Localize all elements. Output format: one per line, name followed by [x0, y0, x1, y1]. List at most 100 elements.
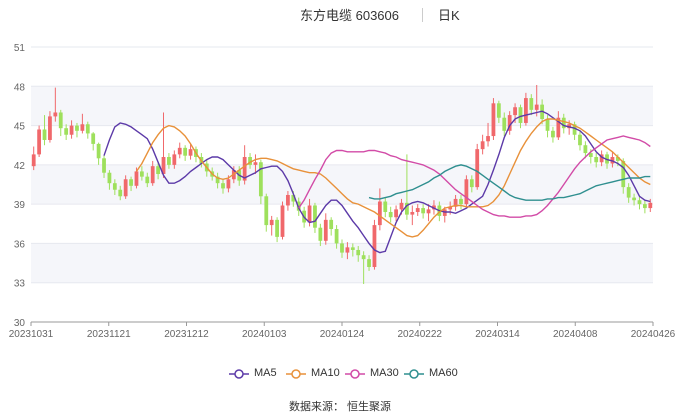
candle-body [323, 219, 328, 241]
legend-ma10-marker-icon [286, 369, 306, 379]
candle-body [253, 162, 258, 165]
candle-body [534, 104, 539, 110]
candle-body [275, 219, 279, 237]
candle-body [426, 209, 431, 214]
candle-body [340, 243, 344, 253]
series-line-ma5 [103, 110, 651, 254]
candle-body [329, 219, 334, 230]
legend-ma60-label: MA60 [429, 367, 458, 379]
candle-body [372, 225, 377, 267]
x-tick-label: 20240314 [475, 329, 520, 340]
candle-body [318, 227, 323, 241]
candle-body [258, 162, 263, 197]
candle-body [150, 166, 155, 184]
y-tick-label: 33 [14, 279, 26, 290]
candle-body [307, 205, 312, 223]
candle-body [37, 129, 42, 155]
candle-body [383, 201, 388, 212]
candle-body [507, 115, 512, 131]
stock-name: 东方电缆 603606 [300, 8, 399, 23]
candle-body [85, 124, 90, 134]
y-tick-label: 48 [14, 82, 26, 93]
candle-body [80, 124, 85, 131]
candle-body [356, 249, 361, 256]
candle-body [291, 194, 296, 202]
candle-body [637, 200, 642, 205]
candle-body [556, 117, 561, 138]
series-line-ma10 [135, 118, 651, 238]
candle-body [145, 176, 150, 184]
candle-body [156, 166, 160, 175]
candle-body [134, 171, 139, 186]
candle-body [226, 179, 231, 189]
candle-body [410, 212, 415, 215]
candle-body [529, 98, 534, 110]
candlestick-chart: 30 33 36 39 42 45 48 51 20231031 20231121 20231212… [9, 43, 676, 340]
y-tick-label: 45 [14, 122, 26, 133]
candle-body [642, 204, 647, 209]
x-tick-label: 20240426 [631, 329, 676, 340]
candle-body [415, 208, 420, 212]
candle-body [58, 112, 63, 129]
candle-body [269, 219, 274, 226]
candle-body [248, 157, 252, 165]
candle-body [561, 117, 566, 129]
candle-body [632, 197, 636, 201]
y-tick-label: 51 [14, 43, 26, 54]
y-tick-label: 36 [14, 239, 26, 250]
x-tick-label: 20240222 [398, 329, 443, 340]
candle-body [469, 179, 474, 188]
legend-ma5-label: MA5 [254, 367, 277, 379]
candle-body [367, 259, 371, 267]
candle-body [518, 107, 523, 123]
candle-body [221, 183, 225, 189]
candle-body [594, 157, 599, 163]
title-separator [422, 8, 423, 22]
candle-body [448, 206, 453, 210]
candle-body [296, 201, 301, 211]
legend-ma10-label: MA10 [311, 367, 340, 379]
candle-body [486, 136, 490, 142]
candle-body [626, 187, 631, 198]
candle-body [123, 179, 128, 197]
x-tick-label: 20240124 [320, 329, 365, 340]
candle-body [172, 154, 177, 165]
candle-body [183, 147, 188, 156]
candle-body [161, 157, 166, 175]
chart-legend: MA5 MA10 MA30 MA60 [0, 366, 680, 382]
candle-body [394, 209, 398, 218]
candle-body [96, 143, 101, 159]
candle-body [405, 202, 409, 215]
candle-body [53, 112, 58, 117]
candle-body [502, 117, 507, 131]
data-source: 数据来源： 恒生聚源 [288, 401, 392, 413]
candle-body [280, 205, 285, 237]
candle-body [599, 154, 604, 163]
legend-ma60-marker-icon [404, 369, 424, 379]
candle-body [215, 176, 220, 184]
candle-body [75, 125, 79, 131]
legend-ma30-label: MA30 [370, 367, 399, 379]
candle-body [177, 147, 182, 155]
x-tick-label: 20231031 [9, 329, 54, 340]
candle-body [648, 202, 653, 209]
candle-body [69, 125, 74, 135]
candle-body [242, 157, 247, 181]
candle-body [129, 179, 133, 186]
y-tick-label: 42 [14, 161, 26, 172]
candle-body [583, 145, 588, 154]
candle-body [139, 171, 144, 177]
x-tick-label: 20240408 [553, 329, 598, 340]
period-label: 日K [438, 8, 460, 23]
candle-body [464, 179, 469, 205]
candle-body [334, 229, 339, 244]
candle-body [475, 149, 480, 188]
candle-body [313, 205, 317, 228]
x-tick-label: 20240103 [242, 329, 287, 340]
candle-body [48, 116, 52, 140]
candle-body [480, 141, 485, 150]
candle-body [42, 129, 47, 140]
candle-body [286, 194, 290, 206]
x-tick-label: 20231212 [164, 329, 209, 340]
candle-body [551, 130, 555, 138]
